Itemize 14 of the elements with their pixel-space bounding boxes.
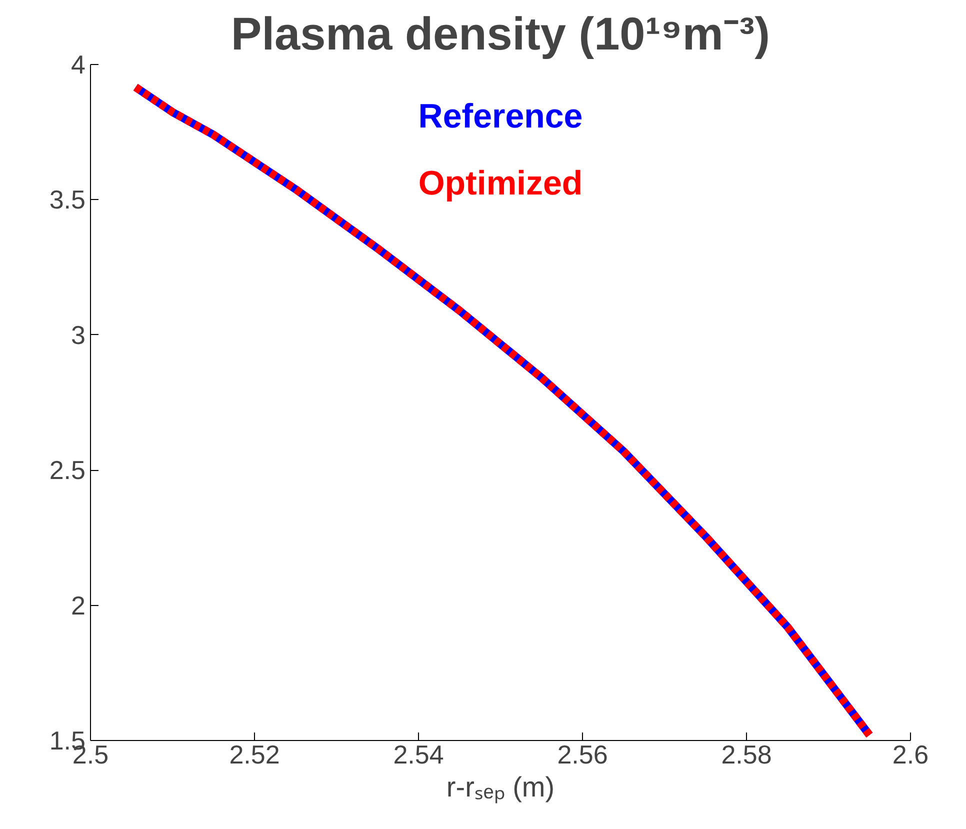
y-tick-label: 3.5 xyxy=(49,184,86,215)
y-tick-label: 2.5 xyxy=(49,455,86,486)
x-tick-label: 2.54 xyxy=(393,740,444,770)
y-tick-label: 3 xyxy=(71,320,86,350)
x-tick-label: 2.58 xyxy=(721,740,772,770)
x-axis-title: r-rₛₑₚ (m) xyxy=(446,772,555,804)
series-label: Optimized xyxy=(418,164,583,202)
x-tick-label: 2.52 xyxy=(229,740,280,770)
y-tick-label: 2 xyxy=(71,590,86,620)
x-tick-label: 2.6 xyxy=(892,740,929,770)
y-tick-label: 4 xyxy=(71,50,86,80)
chart-title: Plasma density (10¹⁹m⁻³) xyxy=(231,8,770,60)
text: Reference xyxy=(418,97,583,136)
x-tick-label: 2.56 xyxy=(557,740,608,770)
